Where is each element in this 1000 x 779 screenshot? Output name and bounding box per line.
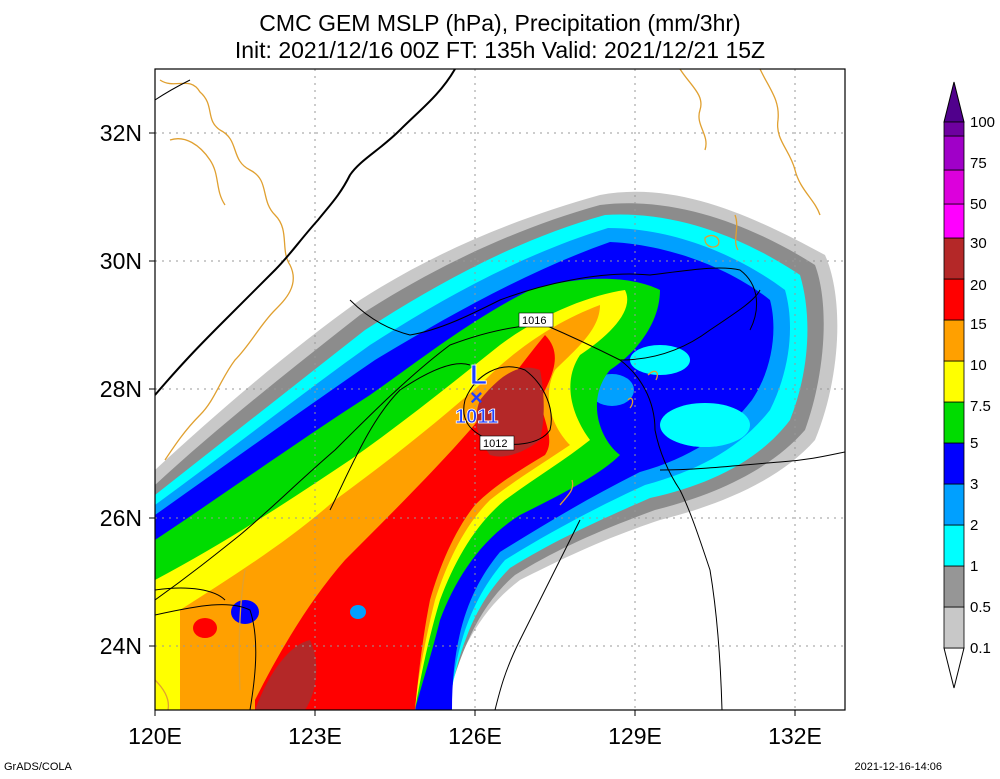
colorbar-swatch <box>943 565 965 608</box>
colorbar-swatch <box>943 135 965 171</box>
colorbar-swatch <box>943 360 965 403</box>
colorbar-label: 1 <box>970 558 978 575</box>
colorbar-label: 30 <box>970 235 987 252</box>
isobar-outer <box>155 587 226 601</box>
isobar-1012 <box>463 366 552 445</box>
latitude-labels: 32N 30N 28N 26N 24N <box>100 120 142 659</box>
lon-label-120e: 120E <box>128 723 182 749</box>
colorbar-top-arrow <box>943 81 965 123</box>
colorbar-label: 5 <box>970 435 978 452</box>
colorbar-label: 7.5 <box>970 398 991 415</box>
isobar-label-1016: 1016 <box>522 315 546 327</box>
map-subtitle: Init: 2021/12/16 00Z FT: 135h Valid: 202… <box>234 37 766 63</box>
colorbar-label: 0.5 <box>970 599 991 616</box>
colorbar-label: 3 <box>970 476 978 493</box>
precip-pocket-2 <box>350 605 366 619</box>
colorbar-label: 15 <box>970 316 987 333</box>
colorbar-swatch <box>943 169 965 205</box>
colorbar-swatch <box>943 278 965 321</box>
tick-marks <box>149 132 796 716</box>
colorbar: 0.1 0.5 1 2 3 5 7.5 10 15 20 30 50 75 10… <box>943 81 995 689</box>
coastline-mainland <box>155 69 456 396</box>
lon-label-126e: 126E <box>448 723 502 749</box>
low-symbol: L <box>470 359 487 390</box>
colorbar-label: 10 <box>970 357 987 374</box>
isobar-label-1012: 1012 <box>483 438 507 450</box>
colorbar-swatch <box>943 203 965 239</box>
colorbar-swatch <box>943 401 965 444</box>
isobar-outer <box>494 519 581 710</box>
colorbar-swatch <box>943 237 965 280</box>
low-pressure-value: 1011 <box>455 406 498 428</box>
isobar-labels: 1016 1012 <box>479 312 554 451</box>
colorbar-label: 50 <box>970 196 987 213</box>
colorbar-bottom-arrow <box>943 647 965 689</box>
lat-lon-grid <box>155 69 845 710</box>
software-credit: GrADS/COLA <box>4 761 72 773</box>
precip-pocket-3 <box>193 618 217 638</box>
lat-label-28n: 28N <box>100 376 142 402</box>
colorbar-swatch <box>943 483 965 526</box>
lat-label-24n: 24N <box>100 633 142 659</box>
lat-label-32n: 32N <box>100 120 142 146</box>
isobars <box>155 79 845 710</box>
colorbar-label: 100 <box>970 114 995 131</box>
lon-label-132e: 132E <box>768 723 822 749</box>
lat-label-26n: 26N <box>100 505 142 531</box>
colorbar-swatch <box>943 121 965 137</box>
colorbar-label: 20 <box>970 277 987 294</box>
generation-timestamp: 2021-12-16-14:06 <box>854 761 942 773</box>
precip-pocket-1 <box>630 345 690 375</box>
longitude-labels: 120E 123E 126E 129E 132E <box>128 723 822 749</box>
colorbar-label: 0.1 <box>970 640 991 657</box>
colorbar-swatch <box>943 442 965 485</box>
coastlines <box>155 69 821 710</box>
precip-band-20 <box>255 640 317 710</box>
isobar-outer <box>659 451 845 471</box>
isobar-outer <box>349 267 758 336</box>
low-center-marker: × <box>470 385 483 410</box>
isobar-outer <box>619 289 761 361</box>
isobar-outer <box>155 604 257 710</box>
precip-pocket-2 <box>231 600 259 624</box>
colorbar-swatch <box>943 524 965 567</box>
isobar-outer <box>329 363 471 511</box>
low-pressure-center: L × 1011 <box>455 359 499 429</box>
map-area: L × 1011 1016 1012 <box>155 69 845 710</box>
lon-label-129e: 129E <box>608 723 662 749</box>
precip-band-20 <box>476 367 544 457</box>
colorbar-label: 75 <box>970 155 987 172</box>
colorbar-swatch <box>943 606 965 649</box>
colorbar-label: 2 <box>970 517 978 534</box>
lat-label-30n: 30N <box>100 248 142 274</box>
colorbar-swatch <box>943 319 965 362</box>
isobar-outer <box>155 79 191 101</box>
map-title: CMC GEM MSLP (hPa), Precipitation (mm/3h… <box>259 10 741 36</box>
lon-label-123e: 123E <box>288 723 342 749</box>
precip-pocket-1 <box>660 403 750 447</box>
boundaries <box>155 69 456 396</box>
isobar-1016 <box>155 324 723 710</box>
